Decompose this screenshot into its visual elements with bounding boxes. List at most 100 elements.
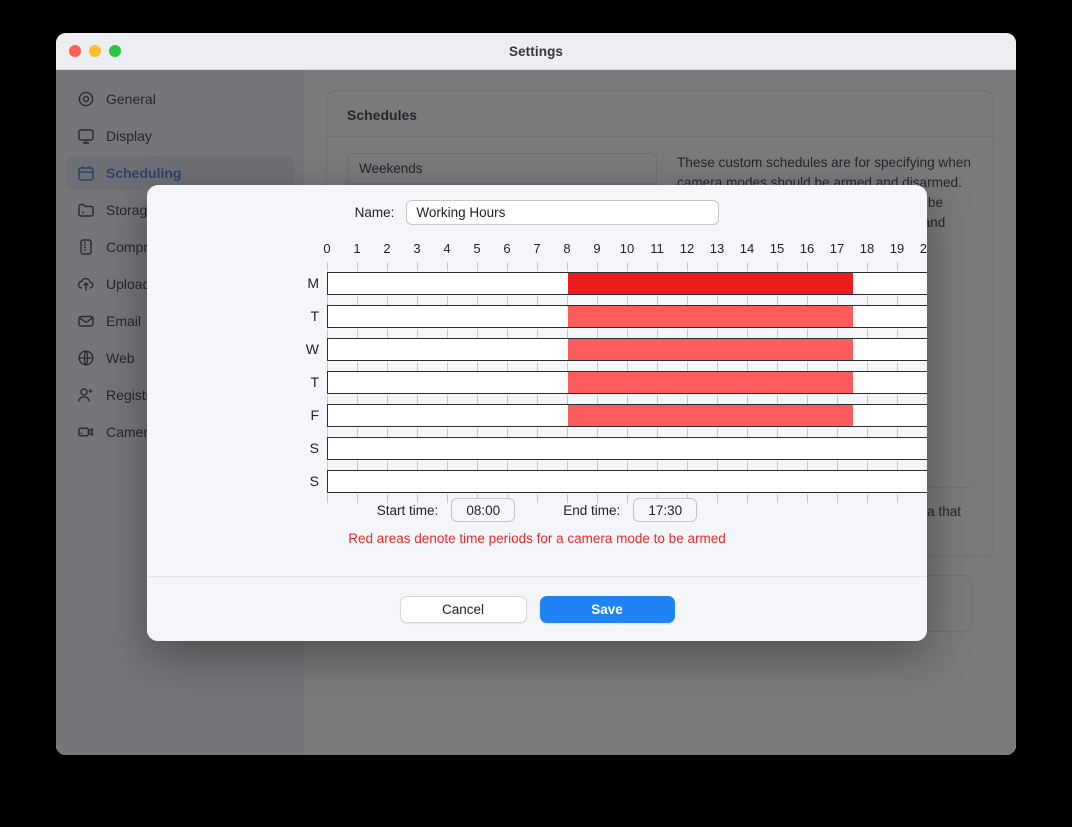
tick-mark bbox=[837, 428, 838, 437]
tick-mark bbox=[357, 296, 358, 305]
day-label: T bbox=[310, 308, 319, 324]
save-button[interactable]: Save bbox=[539, 595, 675, 623]
tick-mark bbox=[807, 395, 808, 404]
tick-mark bbox=[417, 296, 418, 305]
armed-period-segment[interactable] bbox=[568, 306, 853, 327]
tick-mark bbox=[747, 428, 748, 437]
day-timeline[interactable] bbox=[327, 371, 927, 394]
day-timeline[interactable] bbox=[327, 437, 927, 460]
tick-mark bbox=[687, 461, 688, 470]
tick-mark bbox=[717, 461, 718, 470]
day-row[interactable]: S bbox=[147, 470, 927, 493]
tick-mark bbox=[537, 428, 538, 437]
armed-legend-hint: Red areas denote time periods for a came… bbox=[348, 531, 726, 546]
tick-mark bbox=[597, 262, 598, 271]
close-window-button[interactable] bbox=[69, 45, 81, 57]
minimize-window-button[interactable] bbox=[89, 45, 101, 57]
tick-mark bbox=[567, 262, 568, 271]
tick-mark bbox=[657, 362, 658, 371]
day-row[interactable]: M bbox=[147, 272, 927, 295]
day-timeline[interactable] bbox=[327, 338, 927, 361]
day-row[interactable]: T bbox=[147, 371, 927, 394]
schedule-name-input[interactable] bbox=[406, 200, 720, 225]
tick-mark bbox=[327, 262, 328, 271]
tick-mark bbox=[747, 494, 748, 503]
day-label: M bbox=[307, 275, 319, 291]
tick-mark bbox=[657, 296, 658, 305]
tick-mark bbox=[837, 329, 838, 338]
tick-mark bbox=[387, 461, 388, 470]
tick-mark bbox=[627, 296, 628, 305]
tick-mark bbox=[567, 494, 568, 503]
tick-mark bbox=[807, 494, 808, 503]
tick-mark bbox=[717, 362, 718, 371]
armed-period-segment[interactable] bbox=[568, 405, 853, 426]
tick-mark bbox=[507, 262, 508, 271]
hour-tick-marks bbox=[327, 461, 927, 470]
tick-mark bbox=[627, 362, 628, 371]
hour-axis: 0123456789101112131415161718192021222324 bbox=[323, 241, 927, 258]
tick-mark bbox=[807, 262, 808, 271]
hour-tick-label: 15 bbox=[769, 241, 785, 256]
time-row: Start time: 08:00 End time: 17:30 bbox=[147, 498, 927, 522]
tick-mark bbox=[387, 296, 388, 305]
day-timeline[interactable] bbox=[327, 272, 927, 295]
armed-period-segment[interactable] bbox=[568, 273, 853, 294]
day-row[interactable]: T bbox=[147, 305, 927, 328]
tick-mark bbox=[477, 296, 478, 305]
tick-mark bbox=[807, 428, 808, 437]
tick-mark bbox=[537, 395, 538, 404]
hour-tick-label: 4 bbox=[443, 241, 451, 256]
tick-mark bbox=[807, 461, 808, 470]
tick-mark bbox=[777, 362, 778, 371]
tick-mark bbox=[567, 428, 568, 437]
hour-tick-label: 0 bbox=[323, 241, 331, 256]
day-row[interactable]: F bbox=[147, 404, 927, 427]
armed-period-segment[interactable] bbox=[568, 339, 853, 360]
day-timeline[interactable] bbox=[327, 470, 927, 493]
end-time-input[interactable]: 17:30 bbox=[633, 498, 698, 522]
start-time-input[interactable]: 08:00 bbox=[451, 498, 516, 522]
tick-mark bbox=[447, 494, 448, 503]
tick-mark bbox=[507, 428, 508, 437]
tick-mark bbox=[357, 461, 358, 470]
tick-mark bbox=[807, 362, 808, 371]
day-row[interactable]: S bbox=[147, 437, 927, 460]
day-timeline[interactable] bbox=[327, 305, 927, 328]
tick-mark bbox=[867, 494, 868, 503]
tick-mark bbox=[627, 494, 628, 503]
tick-mark bbox=[867, 395, 868, 404]
tick-mark bbox=[477, 329, 478, 338]
weekly-schedule-grid[interactable]: 0123456789101112131415161718192021222324… bbox=[147, 241, 927, 503]
tick-mark bbox=[567, 296, 568, 305]
tick-mark bbox=[747, 362, 748, 371]
day-row[interactable]: W bbox=[147, 338, 927, 361]
tick-mark bbox=[387, 362, 388, 371]
tick-mark bbox=[387, 329, 388, 338]
tick-mark bbox=[597, 329, 598, 338]
cancel-button[interactable]: Cancel bbox=[399, 595, 527, 623]
tick-mark bbox=[897, 461, 898, 470]
day-label: S bbox=[309, 473, 319, 489]
tick-mark bbox=[837, 494, 838, 503]
tick-mark bbox=[657, 329, 658, 338]
hour-tick-marks bbox=[327, 395, 927, 404]
armed-period-segment[interactable] bbox=[568, 372, 853, 393]
tick-mark bbox=[687, 262, 688, 271]
zoom-window-button[interactable] bbox=[109, 45, 121, 57]
tick-mark bbox=[357, 395, 358, 404]
day-timeline[interactable] bbox=[327, 404, 927, 427]
tick-mark bbox=[387, 494, 388, 503]
tick-mark bbox=[837, 461, 838, 470]
tick-mark bbox=[417, 362, 418, 371]
tick-mark bbox=[477, 262, 478, 271]
hour-tick-label: 18 bbox=[859, 241, 875, 256]
hour-tick-label: 14 bbox=[739, 241, 755, 256]
tick-mark bbox=[327, 494, 328, 503]
tick-mark bbox=[867, 428, 868, 437]
tick-mark bbox=[687, 395, 688, 404]
tick-mark bbox=[537, 362, 538, 371]
hour-tick-label: 10 bbox=[619, 241, 635, 256]
tick-mark bbox=[747, 262, 748, 271]
hour-tick-label: 2 bbox=[383, 241, 391, 256]
